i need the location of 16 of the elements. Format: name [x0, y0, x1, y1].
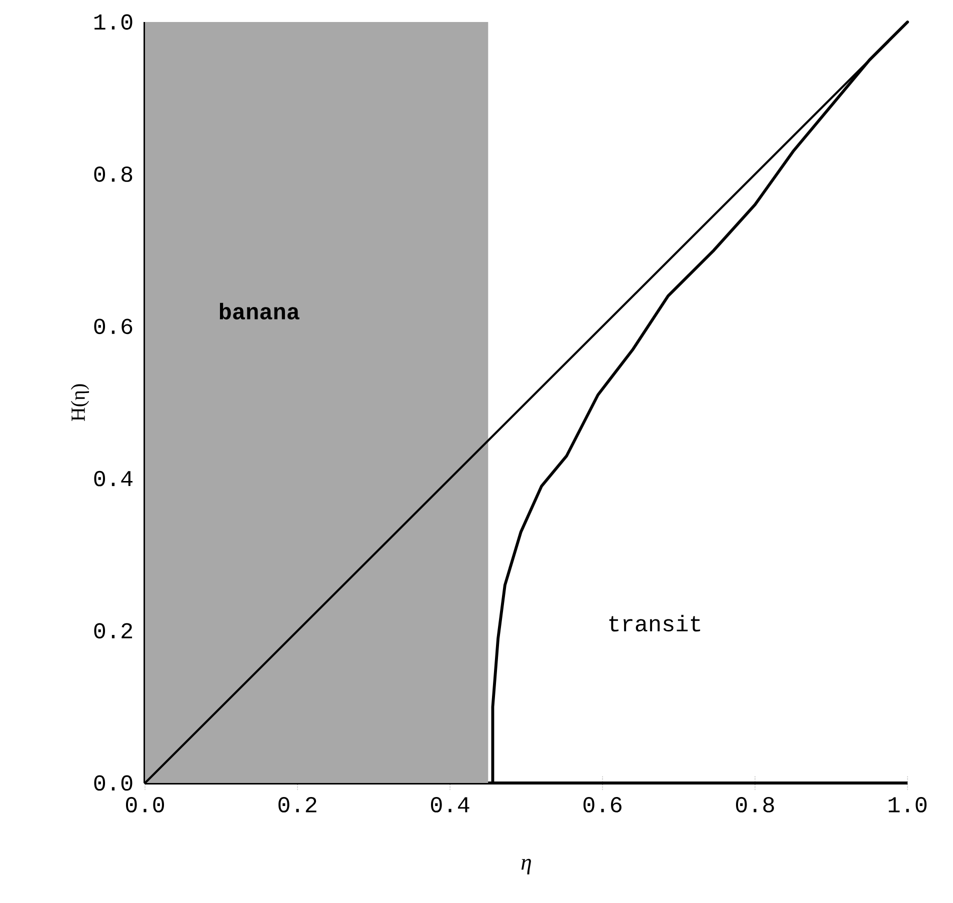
y-tick-label: 0.0	[94, 775, 132, 791]
x-tick-label: 0.2	[278, 797, 316, 812]
y-axis-title: H(η)	[70, 384, 90, 422]
y-tick-label: 1.0	[94, 14, 132, 30]
x-tick-label: 0.4	[430, 797, 470, 812]
x-axis-title: η	[521, 858, 531, 874]
y-tick-label: 0.8	[94, 166, 132, 182]
x-tick-label: 0.0	[126, 797, 164, 812]
x-tick-label: 0.6	[584, 797, 622, 812]
annotation: transit	[609, 614, 700, 632]
y-tick-label: 0.2	[94, 623, 132, 638]
y-tick-label: 0.6	[94, 318, 132, 334]
x-tick-label: 1.0	[888, 797, 927, 812]
band-label: banana	[220, 302, 300, 320]
x-tick-label: 0.8	[736, 797, 774, 812]
y-tick-label: 0.4	[94, 470, 132, 486]
